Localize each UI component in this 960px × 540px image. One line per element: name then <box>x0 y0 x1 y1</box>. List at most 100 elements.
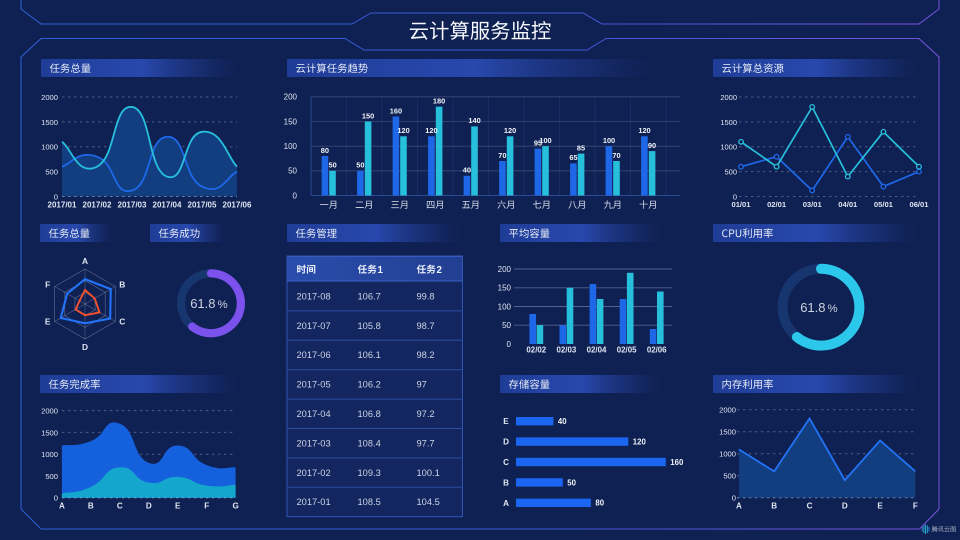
svg-text:1000: 1000 <box>41 450 58 459</box>
svg-text:65: 65 <box>569 153 577 162</box>
svg-text:98.2: 98.2 <box>417 350 435 360</box>
svg-text:2017-08: 2017-08 <box>297 291 331 301</box>
svg-text:1500: 1500 <box>719 428 736 437</box>
svg-text:02/01: 02/01 <box>767 200 787 209</box>
svg-text:C: C <box>117 502 123 511</box>
svg-text:500: 500 <box>45 168 58 177</box>
svg-text:B: B <box>88 502 94 511</box>
svg-text:80: 80 <box>595 499 604 508</box>
svg-text:F: F <box>913 502 918 511</box>
svg-text:2000: 2000 <box>720 93 737 102</box>
svg-text:150: 150 <box>362 111 374 120</box>
svg-text:1000: 1000 <box>41 143 58 152</box>
svg-text:80: 80 <box>321 146 329 155</box>
svg-text:2017-06: 2017-06 <box>297 350 331 360</box>
svg-text:E: E <box>877 502 883 511</box>
svg-text:C: C <box>807 502 813 511</box>
svg-text:2017/04: 2017/04 <box>153 201 182 210</box>
svg-text:1000: 1000 <box>719 450 736 459</box>
svg-text:1500: 1500 <box>41 118 58 127</box>
svg-text:2: 2 <box>437 265 442 276</box>
svg-text:160: 160 <box>670 458 684 467</box>
svg-text:2017/05: 2017/05 <box>188 201 217 210</box>
svg-text:1000: 1000 <box>720 143 737 152</box>
svg-text:120: 120 <box>504 126 516 135</box>
svg-text:04/01: 04/01 <box>838 200 858 209</box>
svg-text:85: 85 <box>577 143 585 152</box>
svg-text:108.5: 108.5 <box>358 497 381 507</box>
svg-text:1: 1 <box>378 265 384 276</box>
svg-text:500: 500 <box>723 472 736 481</box>
svg-text:100: 100 <box>539 136 551 145</box>
svg-text:02/06: 02/06 <box>647 346 667 355</box>
svg-text:120: 120 <box>397 126 409 135</box>
svg-text:E: E <box>175 502 181 511</box>
svg-text:2017/06: 2017/06 <box>223 201 252 210</box>
svg-text:100: 100 <box>603 136 615 145</box>
svg-text:70: 70 <box>498 151 506 160</box>
svg-text:B: B <box>771 502 777 511</box>
svg-text:40: 40 <box>558 417 567 426</box>
svg-text:98.7: 98.7 <box>417 321 435 331</box>
svg-text:50: 50 <box>288 167 297 176</box>
svg-text:03/01: 03/01 <box>803 200 823 209</box>
svg-text:106.8: 106.8 <box>358 409 381 419</box>
svg-text:F: F <box>204 502 209 511</box>
svg-text:50: 50 <box>328 161 336 170</box>
svg-text:D: D <box>842 502 848 511</box>
svg-text:61.8: 61.8 <box>800 300 825 315</box>
svg-text:2017-02: 2017-02 <box>297 468 331 478</box>
svg-text:0: 0 <box>733 192 737 201</box>
svg-text:A: A <box>82 256 88 266</box>
svg-text:B: B <box>503 478 509 487</box>
svg-text:97: 97 <box>417 380 427 390</box>
svg-text:200: 200 <box>498 265 512 274</box>
svg-text:150: 150 <box>284 117 298 126</box>
svg-text:95: 95 <box>534 138 542 147</box>
svg-text:0: 0 <box>293 191 298 200</box>
svg-text:50: 50 <box>356 161 364 170</box>
svg-text:100.1: 100.1 <box>417 468 440 478</box>
svg-text:E: E <box>45 317 51 327</box>
svg-text:01/01: 01/01 <box>731 200 751 209</box>
svg-text:2000: 2000 <box>719 406 736 415</box>
svg-text:2017-07: 2017-07 <box>297 321 331 331</box>
svg-text:150: 150 <box>498 284 512 293</box>
svg-text:02/02: 02/02 <box>526 346 546 355</box>
svg-text:2017-05: 2017-05 <box>297 380 331 390</box>
svg-text:02/04: 02/04 <box>587 346 607 355</box>
svg-text:C: C <box>119 317 125 327</box>
svg-text:200: 200 <box>284 93 298 102</box>
svg-text:0: 0 <box>507 340 512 349</box>
svg-text:120: 120 <box>633 438 647 447</box>
svg-text:50: 50 <box>567 478 576 487</box>
svg-text:02/05: 02/05 <box>617 346 637 355</box>
svg-text:B: B <box>119 280 125 290</box>
svg-text:D: D <box>503 438 509 447</box>
svg-text:%: % <box>218 299 228 311</box>
svg-text:99.8: 99.8 <box>417 291 435 301</box>
svg-text:104.5: 104.5 <box>417 497 440 507</box>
svg-text:500: 500 <box>724 168 737 177</box>
svg-text:100: 100 <box>498 302 512 311</box>
svg-text:0: 0 <box>54 192 58 201</box>
svg-text:97.7: 97.7 <box>417 438 435 448</box>
svg-text:06/01: 06/01 <box>909 200 929 209</box>
svg-text:D: D <box>82 342 88 352</box>
svg-text:106.2: 106.2 <box>358 380 381 390</box>
svg-text:109.3: 109.3 <box>358 468 381 478</box>
svg-text:A: A <box>736 502 742 511</box>
svg-text:90: 90 <box>648 141 656 150</box>
svg-text:1500: 1500 <box>720 118 737 127</box>
svg-text:180: 180 <box>433 97 445 106</box>
svg-text:2000: 2000 <box>41 407 58 416</box>
svg-text:0: 0 <box>732 494 736 503</box>
svg-text:02/03: 02/03 <box>557 346 577 355</box>
svg-text:61.8: 61.8 <box>190 296 215 311</box>
svg-text:2000: 2000 <box>41 93 58 102</box>
svg-text:106.7: 106.7 <box>358 291 381 301</box>
svg-text:500: 500 <box>45 472 58 481</box>
svg-text:2017-04: 2017-04 <box>297 409 331 419</box>
svg-text:70: 70 <box>612 151 620 160</box>
svg-text:105.8: 105.8 <box>358 321 381 331</box>
